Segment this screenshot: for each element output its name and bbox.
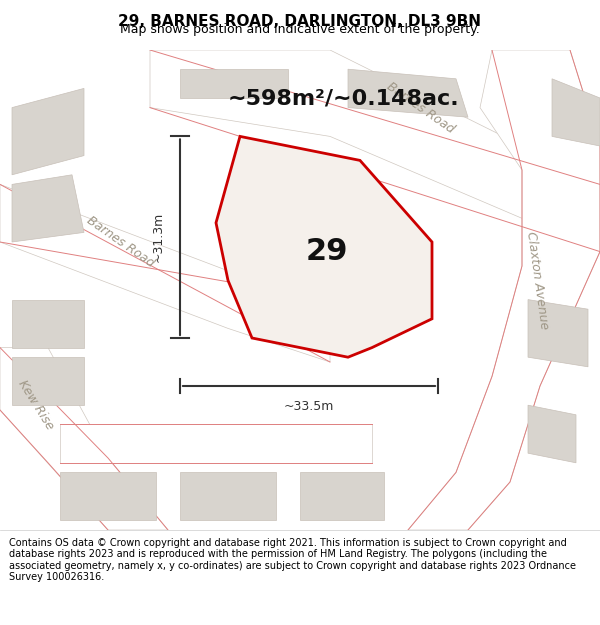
Polygon shape bbox=[0, 184, 330, 362]
Polygon shape bbox=[552, 79, 600, 146]
Polygon shape bbox=[60, 472, 156, 521]
Polygon shape bbox=[300, 472, 384, 521]
Polygon shape bbox=[0, 348, 168, 530]
Text: Claxton Avenue: Claxton Avenue bbox=[524, 231, 550, 330]
Text: ~598m²/~0.148ac.: ~598m²/~0.148ac. bbox=[228, 88, 460, 108]
Text: Map shows position and indicative extent of the property.: Map shows position and indicative extent… bbox=[120, 23, 480, 36]
Polygon shape bbox=[12, 175, 84, 242]
Polygon shape bbox=[348, 69, 468, 118]
Polygon shape bbox=[12, 299, 84, 348]
Polygon shape bbox=[12, 88, 84, 175]
Polygon shape bbox=[408, 50, 600, 530]
Text: Barnes Road: Barnes Road bbox=[384, 79, 456, 136]
Text: 29: 29 bbox=[306, 237, 348, 266]
Polygon shape bbox=[180, 472, 276, 521]
Polygon shape bbox=[12, 357, 84, 405]
Polygon shape bbox=[150, 50, 600, 252]
Text: ~31.3m: ~31.3m bbox=[152, 212, 165, 262]
Polygon shape bbox=[528, 299, 588, 367]
Text: 29, BARNES ROAD, DARLINGTON, DL3 9BN: 29, BARNES ROAD, DARLINGTON, DL3 9BN bbox=[119, 14, 482, 29]
Text: Barnes Road: Barnes Road bbox=[84, 214, 156, 270]
Polygon shape bbox=[180, 69, 288, 98]
Text: ~33.5m: ~33.5m bbox=[284, 401, 334, 413]
Text: Contains OS data © Crown copyright and database right 2021. This information is : Contains OS data © Crown copyright and d… bbox=[9, 538, 576, 582]
Polygon shape bbox=[528, 405, 576, 462]
Text: Kew Rise: Kew Rise bbox=[16, 378, 56, 432]
Polygon shape bbox=[60, 424, 372, 462]
Polygon shape bbox=[216, 136, 432, 358]
